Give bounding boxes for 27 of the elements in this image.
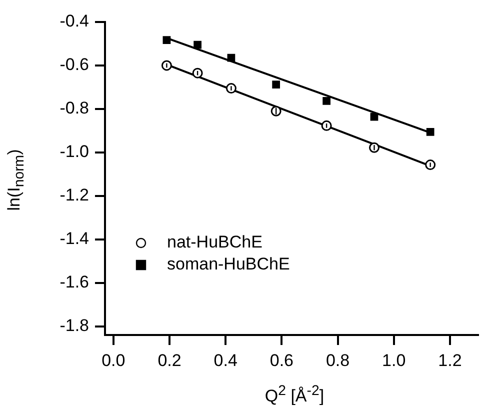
point: [272, 80, 280, 89]
y-tick-label: -1.4: [60, 229, 89, 248]
y-tick-label: -0.4: [60, 12, 89, 31]
point: [194, 40, 202, 49]
y-tick-label: -1.8: [60, 316, 89, 335]
legend-label: soman-HuBChE: [167, 254, 290, 274]
x-tick-label: 0.4: [214, 350, 238, 370]
x-tick-label: 0.8: [326, 350, 350, 370]
point: [162, 36, 171, 44]
y-tick-label: -1.2: [60, 186, 89, 205]
y-tick-label: -0.6: [60, 55, 89, 74]
x-tick-label: 0.0: [102, 350, 126, 370]
point: [227, 54, 236, 62]
y-tick-label: -1.6: [60, 272, 89, 292]
x-tick-label: 0.2: [158, 350, 182, 370]
point: [322, 96, 330, 105]
point: [321, 120, 332, 131]
point: [426, 128, 434, 136]
y-tick-label: -0.8: [60, 98, 89, 118]
y-tick-label: -1.0: [60, 142, 89, 162]
x-tick-label: 0.6: [270, 350, 294, 370]
point: [192, 68, 203, 78]
x-tick-label: 1.2: [438, 350, 462, 370]
x-axis-title: Q$^{2}$ [Å$^{-2}$]: [264, 383, 326, 407]
legend-label: nat-HuBChE: [167, 232, 262, 252]
x-tick-label: 1.0: [382, 350, 406, 370]
point: [161, 60, 172, 71]
